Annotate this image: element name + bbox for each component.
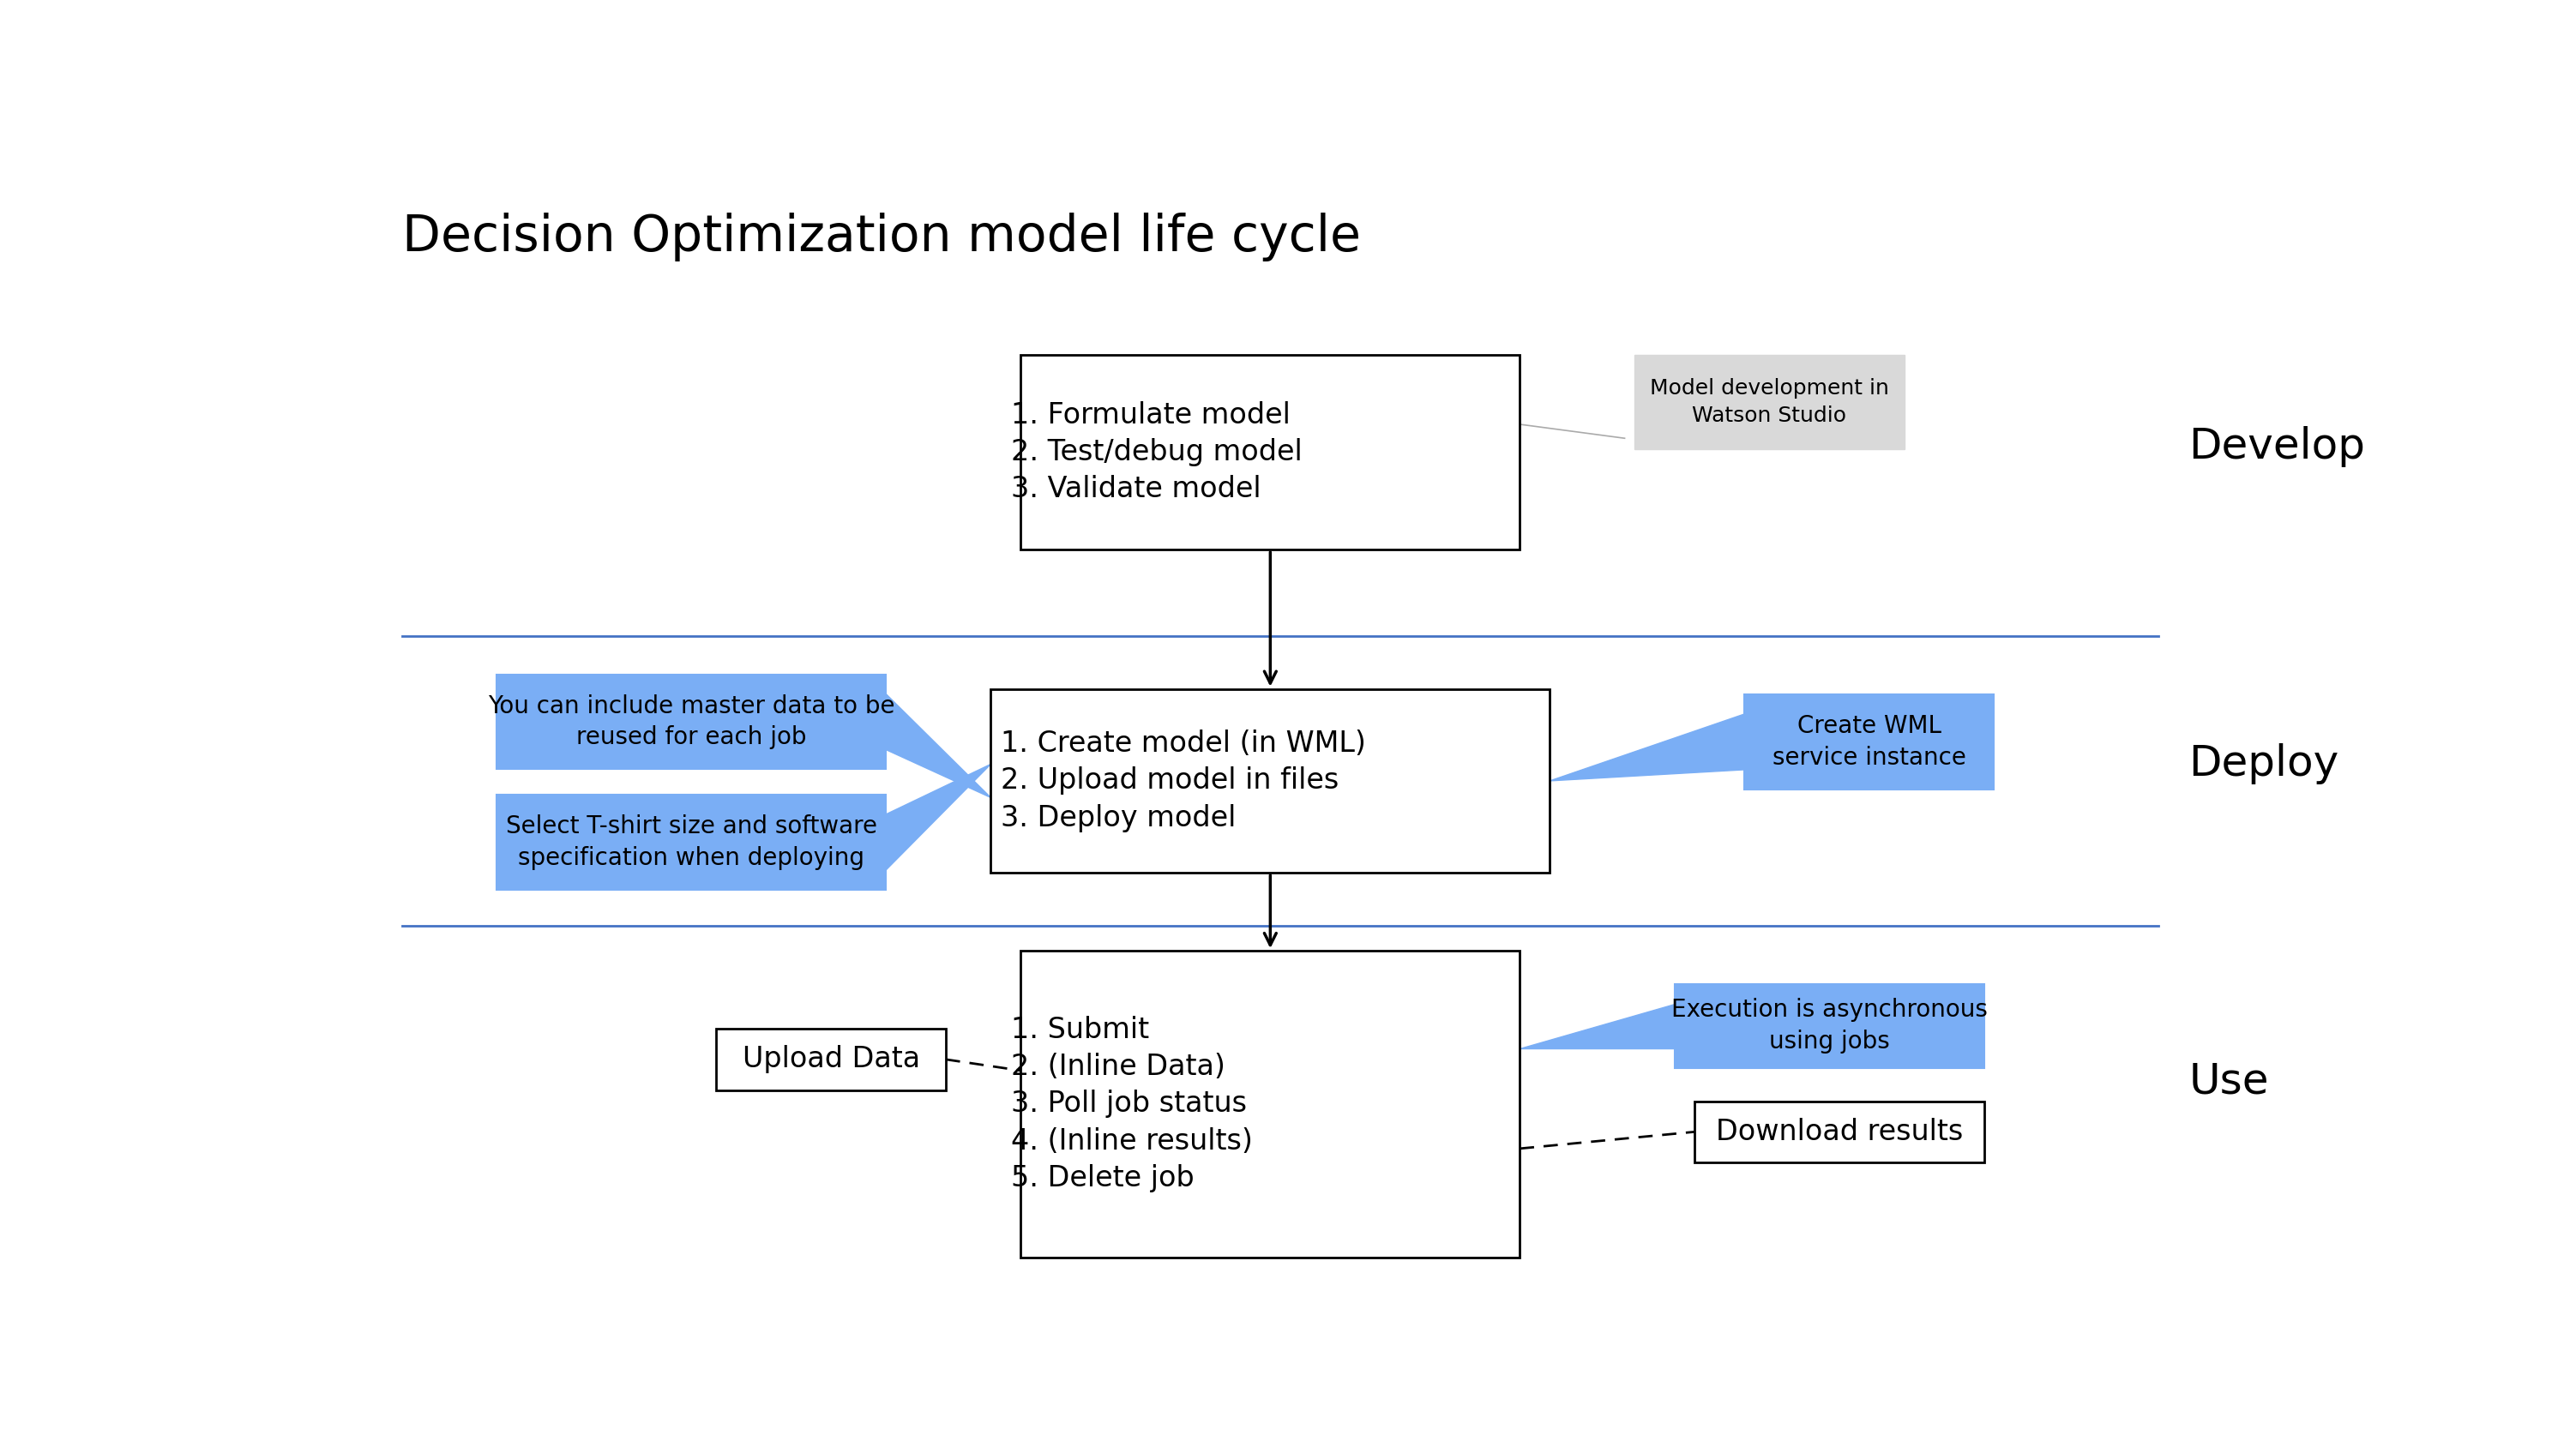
Text: 1. Formulate model
2. Test/debug model
3. Validate model: 1. Formulate model 2. Test/debug model 3…	[1010, 401, 1301, 504]
Text: You can include master data to be
reused for each job: You can include master data to be reused…	[487, 695, 894, 750]
Text: Upload Data: Upload Data	[742, 1045, 920, 1074]
Text: 1. Submit
2. (Inline Data)
3. Poll job status
4. (Inline results)
5. Delete job: 1. Submit 2. (Inline Data) 3. Poll job s…	[1010, 1016, 1252, 1192]
Text: Decision Optimization model life cycle: Decision Optimization model life cycle	[402, 213, 1360, 262]
FancyBboxPatch shape	[1744, 695, 1994, 789]
Text: Model development in
Watson Studio: Model development in Watson Studio	[1649, 378, 1888, 425]
FancyBboxPatch shape	[992, 689, 1551, 873]
FancyBboxPatch shape	[1020, 951, 1520, 1257]
Polygon shape	[1551, 713, 1744, 781]
Text: Download results: Download results	[1716, 1117, 1963, 1146]
FancyBboxPatch shape	[497, 794, 886, 890]
Text: 1. Create model (in WML)
2. Upload model in files
3. Deploy model: 1. Create model (in WML) 2. Upload model…	[999, 729, 1365, 832]
FancyBboxPatch shape	[1636, 355, 1904, 450]
FancyBboxPatch shape	[497, 674, 886, 770]
FancyBboxPatch shape	[1020, 355, 1520, 550]
Polygon shape	[1520, 1004, 1674, 1048]
FancyBboxPatch shape	[1695, 1101, 1984, 1162]
FancyBboxPatch shape	[1674, 984, 1984, 1068]
Text: Execution is asynchronous
using jobs: Execution is asynchronous using jobs	[1672, 998, 1989, 1053]
Text: Develop: Develop	[2190, 425, 2365, 467]
Text: Deploy: Deploy	[2190, 744, 2339, 784]
Polygon shape	[886, 764, 992, 870]
FancyBboxPatch shape	[716, 1029, 945, 1090]
Text: Use: Use	[2190, 1061, 2269, 1103]
Text: Select T-shirt size and software
specification when deploying: Select T-shirt size and software specifi…	[505, 815, 876, 870]
Polygon shape	[886, 695, 992, 797]
Text: Create WML
service instance: Create WML service instance	[1772, 715, 1965, 770]
